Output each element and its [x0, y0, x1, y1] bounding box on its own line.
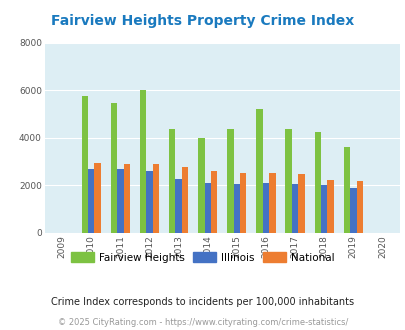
Bar	[198, 138, 204, 233]
Bar	[320, 185, 326, 233]
Bar	[168, 129, 175, 233]
Bar	[94, 163, 100, 233]
Bar	[181, 167, 188, 233]
Bar	[285, 129, 291, 233]
Bar	[314, 132, 320, 233]
Bar	[204, 183, 211, 233]
Bar	[227, 129, 233, 233]
Bar	[175, 179, 181, 233]
Text: Crime Index corresponds to incidents per 100,000 inhabitants: Crime Index corresponds to incidents per…	[51, 297, 354, 307]
Bar	[239, 173, 246, 233]
Legend: Fairview Heights, Illinois, National: Fairview Heights, Illinois, National	[67, 248, 338, 267]
Bar	[140, 90, 146, 233]
Bar	[343, 147, 349, 233]
Bar	[262, 183, 269, 233]
Bar	[256, 109, 262, 233]
Text: Fairview Heights Property Crime Index: Fairview Heights Property Crime Index	[51, 15, 354, 28]
Text: © 2025 CityRating.com - https://www.cityrating.com/crime-statistics/: © 2025 CityRating.com - https://www.city…	[58, 318, 347, 327]
Bar	[152, 164, 159, 233]
Bar	[298, 174, 304, 233]
Bar	[269, 173, 275, 233]
Bar	[117, 169, 123, 233]
Bar	[123, 164, 130, 233]
Bar	[233, 184, 239, 233]
Bar	[291, 184, 298, 233]
Bar	[111, 103, 117, 233]
Bar	[146, 172, 152, 233]
Bar	[81, 96, 88, 233]
Bar	[88, 169, 94, 233]
Bar	[326, 180, 333, 233]
Bar	[211, 171, 217, 233]
Bar	[356, 182, 362, 233]
Bar	[349, 187, 356, 233]
